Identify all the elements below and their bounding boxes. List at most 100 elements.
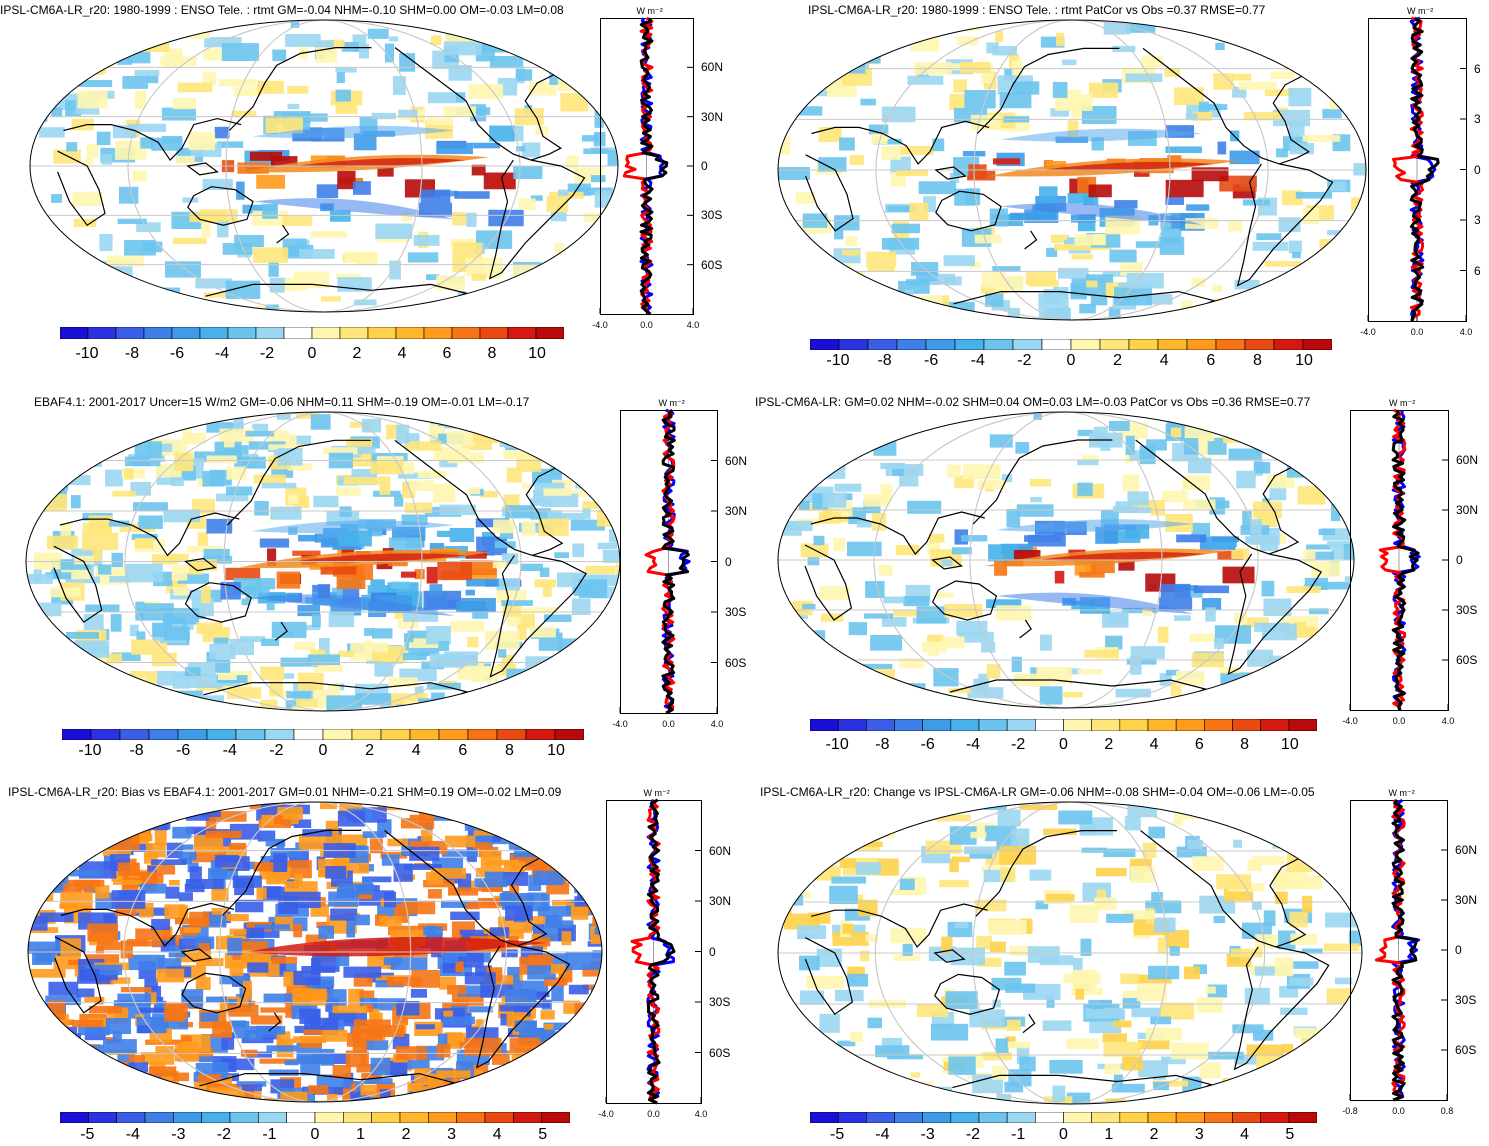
coastline: [1308, 41, 1346, 80]
colorbar-swatch: [255, 327, 285, 339]
colorbar-label: 8: [504, 742, 514, 759]
colorbar-label: -4: [970, 352, 985, 369]
colorbar: [810, 339, 1332, 350]
profile-line-mean: [1391, 799, 1419, 1102]
colorbar-label: -4: [222, 742, 237, 759]
colorbar-label: -2: [965, 1126, 981, 1143]
profile-x-label: 4.0: [686, 320, 700, 330]
colorbar-swatch: [541, 1112, 570, 1123]
profile-line-mean: [661, 408, 690, 715]
map-4: [777, 411, 1355, 709]
coastline: [976, 47, 1120, 134]
coastline: [561, 433, 600, 472]
coastline: [811, 903, 988, 948]
colorbar-swatch: [513, 1112, 542, 1123]
profile-units: W m⁻²: [658, 398, 685, 408]
colorbar-label: 3: [1194, 1126, 1204, 1143]
colorbar-swatch: [925, 339, 956, 350]
colorbar-swatch: [1157, 339, 1188, 350]
colorbar-swatch: [380, 729, 411, 740]
map-1: [29, 19, 619, 313]
colorbar-swatch: [115, 327, 145, 339]
latitude-label: 30N: [1455, 893, 1478, 907]
coastline: [186, 162, 219, 176]
colorbar-swatch: [235, 729, 266, 740]
coastline: [931, 556, 964, 570]
colorbar-swatch: [978, 719, 1008, 731]
profile-x-label: 4.0: [1459, 327, 1473, 337]
latitude-label: 60S: [725, 655, 747, 670]
latitude-label: 6: [1474, 61, 1481, 76]
latitude-label: 0: [725, 554, 732, 569]
latitude-label: 0: [701, 159, 708, 173]
colorbar-label: -1: [1011, 1126, 1026, 1143]
colorbar-swatch: [810, 339, 840, 350]
colorbar-swatch: [1041, 339, 1072, 350]
latitude-label: 30S: [1455, 993, 1477, 1007]
colorbar-swatch: [1091, 719, 1121, 731]
colorbar-swatch: [339, 327, 369, 339]
colorbar: [60, 1112, 570, 1123]
latitude-label: 30N: [1456, 503, 1479, 517]
colorbar-swatch: [1244, 339, 1275, 350]
coastline: [1135, 439, 1300, 555]
colorbar-label: -5: [830, 1126, 845, 1143]
coastline: [935, 190, 1002, 232]
profile-x-label: -4.0: [598, 1109, 614, 1119]
colorbar-swatch: [144, 1112, 174, 1123]
colorbar-swatch: [467, 729, 498, 740]
profile-x-label: -4.0: [612, 719, 628, 729]
colorbar-label: 10: [528, 345, 546, 362]
panel-title: IPSL-CM6A-LR: GM=0.02 NHM=-0.02 SHM=0.04…: [755, 395, 1311, 409]
profile-units: W m⁻²: [1388, 788, 1415, 798]
coastline: [1233, 946, 1330, 1071]
colorbar-label: 0: [1059, 736, 1068, 753]
coastline: [180, 948, 213, 962]
colorbar-swatch: [1175, 719, 1205, 731]
latitude-label: 0: [1455, 943, 1462, 957]
colorbar-swatch: [894, 1112, 923, 1123]
colorbar-label: 6: [442, 345, 452, 362]
colorbar-swatch: [451, 327, 481, 339]
coastline: [184, 582, 252, 623]
colorbar-label: -8: [877, 352, 892, 369]
map-3: [25, 411, 621, 712]
colorbar-swatch: [950, 1112, 980, 1123]
colorbar-swatch: [1099, 339, 1130, 350]
colorbar-label: 4: [1240, 1126, 1250, 1143]
colorbar-swatch: [810, 1112, 839, 1123]
colorbar-label: 4: [1149, 736, 1159, 753]
colorbar-label: 0: [1059, 1126, 1068, 1143]
zonal-profile-4: [1349, 408, 1449, 711]
coastline: [560, 40, 598, 78]
colorbar-swatch: [922, 719, 952, 731]
colorbar-swatch: [1119, 719, 1149, 731]
profile-x-label: 0.0: [1410, 327, 1424, 337]
colorbar-labels: -5 -4 -3 -2 -1 0 1 2 3 4 5: [60, 1126, 570, 1146]
colorbar-swatch: [1091, 1112, 1121, 1123]
colorbar-swatch: [171, 327, 201, 339]
colorbar-label: -6: [169, 345, 185, 362]
colorbar-label: 10: [547, 742, 565, 759]
colorbar-swatch: [535, 327, 564, 339]
profile-x-label: 0.0: [1392, 716, 1406, 726]
colorbar-swatch: [810, 719, 839, 731]
coastline: [59, 512, 240, 557]
colorbar-label: -3: [171, 1126, 186, 1143]
coastline: [54, 936, 102, 1014]
latitude-label: 60N: [1455, 843, 1478, 857]
colorbar-label: -1: [262, 1126, 277, 1143]
coastline: [1297, 433, 1334, 471]
colorbar-swatch: [1128, 339, 1159, 350]
coastline: [205, 283, 469, 303]
colorbar-swatch: [496, 729, 527, 740]
colorbar-label: 0: [310, 1126, 320, 1143]
colorbar-swatch: [525, 729, 556, 740]
colorbar-swatch: [395, 327, 425, 339]
colorbar-label: -4: [875, 1126, 890, 1143]
colorbar-swatch: [286, 1112, 316, 1123]
colorbar-label: 8: [1240, 736, 1250, 753]
colorbar-swatch: [922, 1112, 952, 1123]
colorbar: [60, 327, 564, 339]
colorbar: [810, 1112, 1317, 1123]
